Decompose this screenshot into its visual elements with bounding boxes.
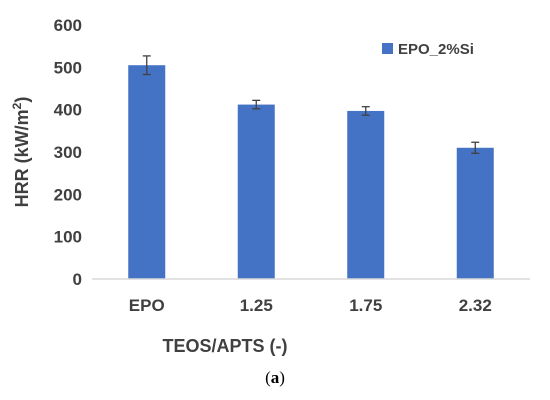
caption-open-paren: ( [265,368,271,387]
x-axis-ticks: EPO 1.25 1.75 2.32 [129,296,492,315]
y-tick-label: 200 [54,185,82,204]
y-tick-label: 0 [73,270,82,289]
error-bars [142,55,480,154]
x-tick-label: 2.32 [459,296,492,315]
bars [128,65,494,279]
bar-EPO [128,65,166,279]
y-axis-title: HRR (kW/m2) [10,97,32,208]
y-tick-label: 500 [54,58,82,77]
hrr-bar-chart: 0 100 200 300 400 500 600 EPO 1.25 1.75 2.32 TEOS… [10,16,530,356]
figure-caption: (a) [0,368,550,388]
x-tick-label: EPO [129,296,165,315]
error-bar-1.75 [361,106,370,116]
y-tick-label: 100 [54,228,82,247]
legend-label: EPO_2%Si [398,41,474,58]
y-tick-label: 400 [54,101,82,120]
x-tick-label: 1.25 [240,296,273,315]
y-tick-label: 600 [54,16,82,35]
legend-swatch [382,43,393,54]
error-bar-2.32 [471,141,480,154]
bar-2.32 [456,147,494,279]
caption-close-paren: ) [279,368,285,387]
caption-letter: a [270,368,280,387]
error-bar-EPO [142,55,151,76]
x-axis-title: TEOS/APTS (-) [163,336,288,356]
y-axis-ticks: 0 100 200 300 400 500 600 [54,16,82,289]
x-tick-label: 1.75 [349,296,382,315]
bar-1.25 [237,104,275,279]
legend: EPO_2%Si [382,41,474,58]
bar-1.75 [347,110,385,279]
y-tick-label: 300 [54,143,82,162]
error-bar-1.25 [252,99,261,110]
